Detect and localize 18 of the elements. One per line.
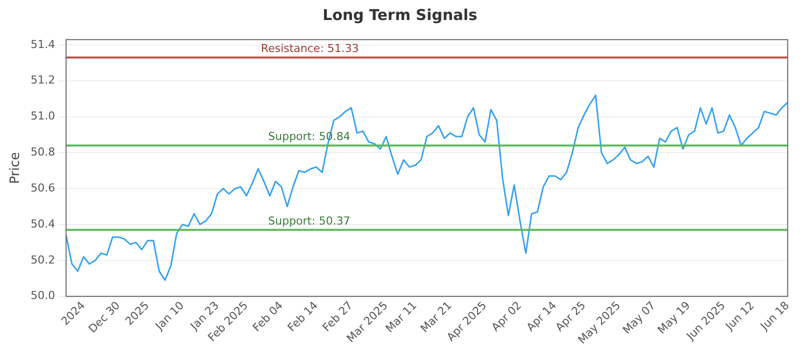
y-tick-label: 50.4 xyxy=(30,217,56,230)
y-tick-label: 50.6 xyxy=(30,181,56,194)
y-tick-label: 50.2 xyxy=(30,253,56,266)
x-tick-label: Apr 02 xyxy=(489,298,524,334)
y-tick-label: 50.8 xyxy=(30,146,56,159)
ref-line-label: Support: 50.37 xyxy=(268,214,350,228)
y-tick-label: 51.2 xyxy=(30,74,56,87)
ref-line-label: Resistance: 51.33 xyxy=(260,42,359,55)
y-tick-label: 51.4 xyxy=(30,38,56,51)
y-tick-label: 51.0 xyxy=(30,110,56,123)
y-tick-label: 50.0 xyxy=(30,289,56,302)
y-axis-title: Price xyxy=(8,152,24,184)
x-tick-label: Dec 30 xyxy=(86,298,123,336)
x-tick-label: Jan 10 xyxy=(152,298,187,334)
x-tick-label: Feb 04 xyxy=(250,298,286,334)
chart-title: Long Term Signals xyxy=(322,6,478,24)
x-tick-label: Feb 14 xyxy=(285,298,320,334)
x-tick-label: Jun 18 xyxy=(757,298,792,334)
